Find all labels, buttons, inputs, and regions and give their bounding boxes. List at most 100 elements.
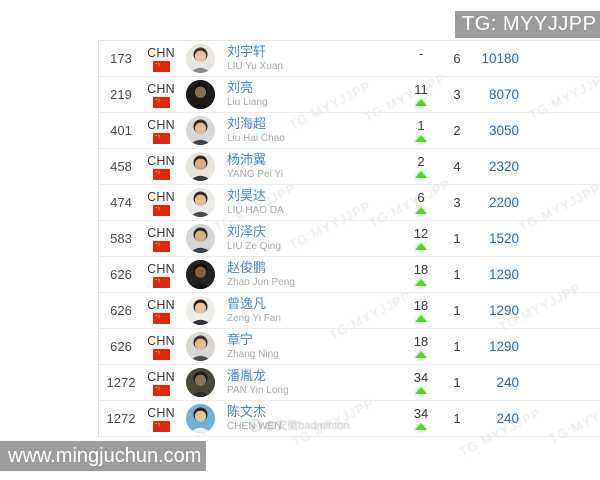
rank-change-cell: 18 (403, 335, 439, 358)
china-flag-icon (152, 312, 170, 324)
table-row[interactable]: 583 CHN 刘泽庆 L (99, 221, 600, 257)
table-row[interactable]: 626 CHN 曾逸凡 Z (99, 293, 600, 329)
player-avatar (179, 368, 221, 397)
events-count: 1 (453, 303, 461, 318)
events-count: 6 (453, 51, 461, 66)
player-name-en: LIU Ze Qing (227, 240, 281, 252)
rank-change-cell: 18 (403, 299, 439, 322)
points-value[interactable]: 1290 (488, 339, 519, 354)
rank-up-icon (415, 171, 427, 178)
points-value[interactable]: 240 (496, 375, 519, 390)
points-value[interactable]: 8070 (488, 87, 519, 102)
rank-change-value: 2 (417, 154, 425, 169)
rank-number: 626 (110, 267, 132, 282)
points-value[interactable]: 1520 (488, 231, 519, 246)
country-cell: CHN (143, 298, 179, 324)
country-code: CHN (147, 117, 175, 132)
table-row[interactable]: 474 CHN 刘昊达 L (99, 185, 600, 221)
rank-up-icon (415, 135, 427, 142)
rank-number: 474 (110, 195, 132, 210)
player-name-cell: 刘宇轩 LIU Yu Xuan (221, 43, 403, 72)
table-row[interactable]: 401 CHN 刘海超 L (99, 113, 600, 149)
points-value[interactable]: 1290 (488, 303, 519, 318)
player-name-cn[interactable]: 陈文杰 (227, 403, 267, 419)
events-count: 4 (453, 159, 461, 174)
country-cell: CHN (143, 46, 179, 72)
player-name-cn[interactable]: 杨沛翼 (227, 151, 267, 167)
table-row[interactable]: 219 CHN 刘亮 Li (99, 77, 600, 113)
events-count: 2 (453, 123, 461, 138)
player-avatar (179, 152, 221, 181)
country-cell: CHN (143, 190, 179, 216)
player-name-cn[interactable]: 赵俊鹏 (227, 259, 267, 275)
points-value[interactable]: 3050 (488, 123, 519, 138)
rank-change-cell: 18 (403, 263, 439, 286)
country-code: CHN (147, 261, 175, 276)
player-name-cn[interactable]: 潘胤龙 (227, 367, 267, 383)
player-name-cn[interactable]: 章宁 (227, 331, 254, 347)
player-avatar (179, 224, 221, 253)
player-name-en: Zhang Ning (227, 348, 279, 360)
events-count: 1 (453, 231, 461, 246)
country-code: CHN (147, 405, 175, 420)
points-value[interactable]: 1290 (488, 267, 519, 282)
points-value[interactable]: 2320 (488, 159, 519, 174)
points-value[interactable]: 10180 (481, 51, 519, 66)
china-flag-icon (152, 276, 170, 288)
rank-change-cell: 1 (403, 119, 439, 142)
country-cell: CHN (143, 334, 179, 360)
rank-up-icon (415, 243, 427, 250)
events-count: 1 (453, 267, 461, 282)
player-name-cell: 潘胤龙 PAN Yin Long (221, 367, 403, 396)
points-value[interactable]: 240 (496, 411, 519, 426)
rank-number: 401 (110, 123, 132, 138)
player-name-cn[interactable]: 刘宇轩 (227, 43, 267, 59)
rank-number: 626 (110, 339, 132, 354)
points-value[interactable]: 2200 (488, 195, 519, 210)
player-name-cell: 刘泽庆 LIU Ze Qing (221, 223, 403, 252)
player-name-en: LIU Yu Xuan (227, 60, 283, 72)
rank-change-value: 11 (414, 82, 428, 97)
player-name-cell: 杨沛翼 YANG Pei Yi (221, 151, 403, 180)
player-name-cn[interactable]: 刘亮 (227, 79, 254, 95)
rank-up-icon (415, 423, 427, 430)
china-flag-icon (152, 384, 170, 396)
country-code: CHN (147, 333, 175, 348)
country-code: CHN (147, 189, 175, 204)
player-name-cn[interactable]: 刘泽庆 (227, 223, 267, 239)
ranking-table: 173 CHN 刘宇轩 L (98, 40, 600, 437)
country-cell: CHN (143, 82, 179, 108)
events-count: 3 (453, 87, 461, 102)
events-count: 3 (453, 195, 461, 210)
country-code: CHN (147, 45, 175, 60)
player-name-en: PAN Yin Long (227, 384, 289, 396)
player-avatar (179, 332, 221, 361)
rank-number: 219 (110, 87, 132, 102)
player-name-cell: 章宁 Zhang Ning (221, 331, 403, 360)
player-avatar (179, 188, 221, 217)
rank-up-icon (415, 207, 427, 214)
china-flag-icon (152, 60, 170, 72)
table-row[interactable]: 626 CHN 赵俊鹏 Z (99, 257, 600, 293)
player-name-cn[interactable]: 曾逸凡 (227, 295, 267, 311)
player-name-cn[interactable]: 刘海超 (227, 115, 267, 131)
rank-number: 173 (110, 51, 132, 66)
player-name-en: LIU HAO DA (227, 204, 284, 216)
table-row[interactable]: 173 CHN 刘宇轩 L (99, 41, 600, 77)
rank-change-value: 1 (417, 118, 425, 133)
player-name-en: Liu Liang (227, 96, 268, 108)
rank-change-cell: 34 (403, 407, 439, 430)
weibo-eye-icon (249, 418, 262, 432)
table-row[interactable]: 626 CHN 章宁 Zh (99, 329, 600, 365)
rank-change-value: 34 (413, 370, 429, 385)
china-flag-icon (152, 204, 170, 216)
player-name-cn[interactable]: 刘昊达 (227, 187, 267, 203)
table-row[interactable]: 1272 CHN 潘胤龙 (99, 365, 600, 401)
player-name-en: Zeng Yi Fan (227, 312, 281, 324)
player-name-en: Zhao Jun Peng (227, 276, 295, 288)
table-row[interactable]: 458 CHN 杨沛翼 Y (99, 149, 600, 185)
player-avatar (179, 80, 221, 109)
rank-change-cell: 6 (403, 191, 439, 214)
country-code: CHN (147, 369, 175, 384)
website-bar[interactable]: www.mingjuchun.com (0, 441, 206, 471)
